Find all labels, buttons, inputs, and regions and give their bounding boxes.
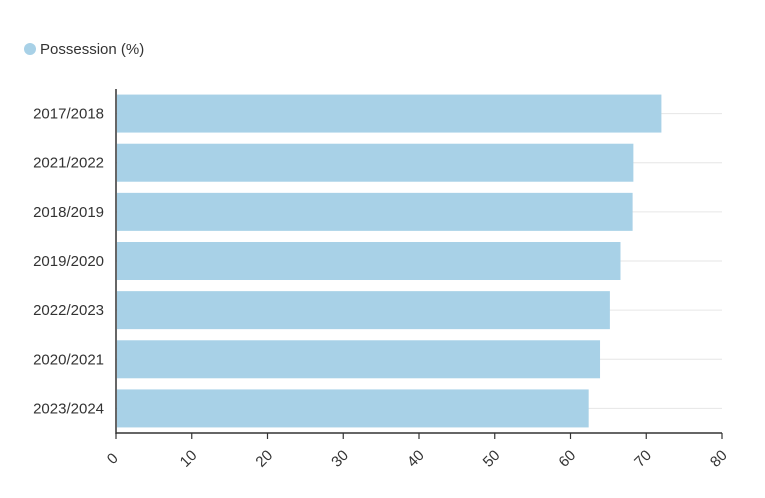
bar bbox=[117, 389, 589, 428]
category-label: 2019/2020 bbox=[33, 253, 104, 270]
bar bbox=[117, 143, 634, 182]
category-label: 2020/2021 bbox=[33, 351, 104, 368]
bar bbox=[117, 340, 601, 379]
x-tick-label: 10 bbox=[177, 447, 201, 471]
x-tick-label: 20 bbox=[252, 447, 276, 471]
x-tick-label: 30 bbox=[328, 447, 352, 471]
legend: Possession (%) bbox=[24, 41, 144, 58]
bar bbox=[117, 242, 621, 280]
category-label: 2018/2019 bbox=[33, 204, 104, 221]
x-tick-label: 50 bbox=[480, 447, 504, 471]
x-tick-label: 0 bbox=[104, 450, 122, 468]
category-label: 2023/2024 bbox=[33, 400, 104, 417]
bar bbox=[117, 192, 633, 231]
category-label: 2017/2018 bbox=[33, 106, 104, 123]
x-tick-label: 70 bbox=[631, 447, 655, 471]
bar bbox=[117, 94, 662, 133]
legend-swatch bbox=[24, 43, 36, 55]
bar bbox=[117, 291, 610, 330]
bars bbox=[117, 94, 662, 428]
category-label: 2021/2022 bbox=[33, 155, 104, 172]
category-labels: 2017/2018 2021/2022 2018/2019 2019/2020 2022… bbox=[33, 106, 104, 418]
x-tick-label: 60 bbox=[555, 447, 579, 471]
x-tick-labels: 0 10 20 30 40 50 60 70 80 bbox=[104, 433, 731, 471]
category-label: 2022/2023 bbox=[33, 302, 104, 319]
legend-label: Possession (%) bbox=[40, 41, 144, 58]
x-tick-label: 80 bbox=[707, 447, 731, 471]
x-tick-label: 40 bbox=[404, 447, 428, 471]
